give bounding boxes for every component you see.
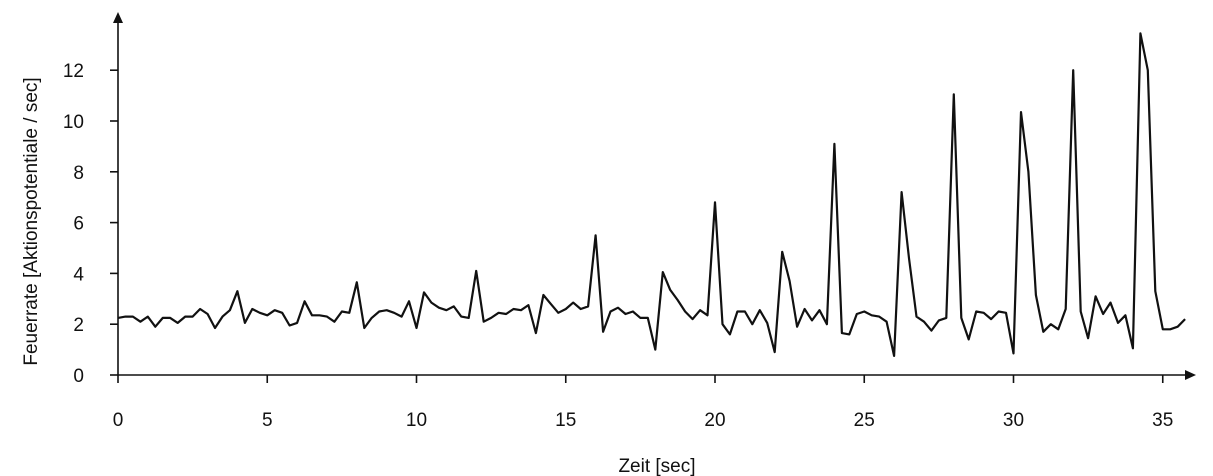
x-tick-label: 20 <box>704 410 725 431</box>
series-group <box>117 32 1186 357</box>
x-tick-label: 30 <box>1003 410 1024 431</box>
y-tick-label: 0 <box>73 366 84 387</box>
y-tick-label: 4 <box>73 264 84 285</box>
y-tick-label: 6 <box>73 214 84 235</box>
x-tick-label: 15 <box>555 410 576 431</box>
x-tick-label: 35 <box>1152 410 1173 431</box>
x-axis-label: Zeit [sec] <box>618 456 695 476</box>
x-axis-arrow-icon <box>1185 370 1196 380</box>
x-ticks: 0 5 10 15 20 25 30 35 <box>113 375 1173 431</box>
y-axis-arrow-icon <box>113 12 123 23</box>
y-tick-label: 8 <box>73 163 84 184</box>
y-ticks: 0 2 4 6 8 10 12 <box>63 61 118 387</box>
x-tick-label: 10 <box>406 410 427 431</box>
y-axis-label: Feuerrate [Aktionspotentiale / sec] <box>21 77 42 365</box>
axes <box>113 12 1196 380</box>
y-tick-label: 10 <box>63 112 84 133</box>
y-tick-label: 2 <box>73 315 84 336</box>
x-tick-label: 0 <box>113 410 124 431</box>
x-tick-label: 5 <box>262 410 273 431</box>
x-tick-label: 25 <box>854 410 875 431</box>
series-line-0 <box>117 32 1186 357</box>
y-tick-label: 12 <box>63 61 84 82</box>
